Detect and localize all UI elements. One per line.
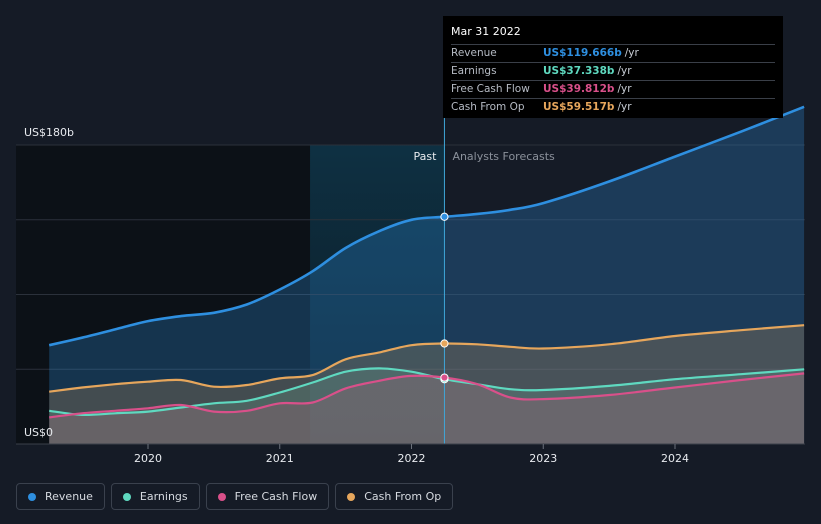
tooltip-label: Revenue [451,47,497,59]
line-earnings [49,367,805,417]
past-label: Past [414,150,438,163]
marker-free-cash-flow [440,373,449,382]
x-tick-label: 2020 [134,452,162,465]
marker-revenue [440,212,449,221]
legend-label: Cash From Op [364,490,442,503]
legend-item-revenue[interactable]: Revenue [16,483,105,510]
legend-dot-icon [28,492,36,501]
x-tick-label: 2021 [266,452,294,465]
area-cash-from-op [49,325,805,444]
tooltip-row-cash-from-op: Cash From Op US$59.517b /yr [451,98,775,116]
line-free-cash-flow [49,372,805,419]
tooltip-date: Mar 31 2022 [451,25,521,38]
legend-label: Free Cash Flow [234,490,318,503]
series-lines [48,105,805,419]
legend-label: Revenue [45,490,93,503]
area-earnings [49,368,805,444]
y-tick-label-bottom: US$0 [24,426,53,439]
legend-item-free-cash-flow[interactable]: Free Cash Flow [205,483,330,510]
tooltip-unit: /yr [624,47,639,59]
tooltip-row-earnings: Earnings US$37.338b /yr [451,62,775,80]
marker-cash-from-op [440,339,449,348]
tooltip-unit: /yr [617,65,632,77]
tooltip-value: US$59.517b [543,101,615,113]
tooltip: Mar 31 2022 Revenue US$119.666b /yr Earn… [443,16,783,118]
tooltip-label: Cash From Op [451,101,525,113]
x-tick-label: 2022 [398,452,426,465]
series-areas [49,106,805,445]
legend-label: Earnings [139,490,188,503]
tooltip-label: Free Cash Flow [451,83,530,95]
tooltip-value: US$119.666b [543,47,622,59]
tooltip-row-revenue: Revenue US$119.666b /yr [451,44,775,62]
legend-item-cash-from-op[interactable]: Cash From Op [335,483,454,510]
tooltip-unit: /yr [617,83,632,95]
forecast-label: Analysts Forecasts [452,150,555,163]
line-revenue [48,105,805,347]
legend-item-earnings[interactable]: Earnings [110,483,200,510]
y-tick-label-top: US$180b [24,126,74,139]
legend-dot-icon [122,492,131,501]
x-tick-label: 2023 [529,452,557,465]
tooltip-label: Earnings [451,65,497,77]
tooltip-value: US$39.812b [543,83,615,95]
tooltip-unit: /yr [617,101,632,113]
line-cash-from-op [49,324,805,393]
x-tick-label: 2024 [661,452,689,465]
x-axis: 2020 2021 2022 2023 2024 [16,443,805,465]
area-free-cash-flow [49,373,805,444]
legend-dot-icon [347,492,356,501]
tooltip-value: US$37.338b [543,65,615,77]
legend: Revenue Earnings Free Cash Flow Cash Fro… [16,483,454,510]
tooltip-row-free-cash-flow: Free Cash Flow US$39.812b /yr [451,80,775,98]
tooltip-markers [440,212,449,384]
legend-dot-icon [217,492,226,501]
area-revenue [49,106,805,445]
